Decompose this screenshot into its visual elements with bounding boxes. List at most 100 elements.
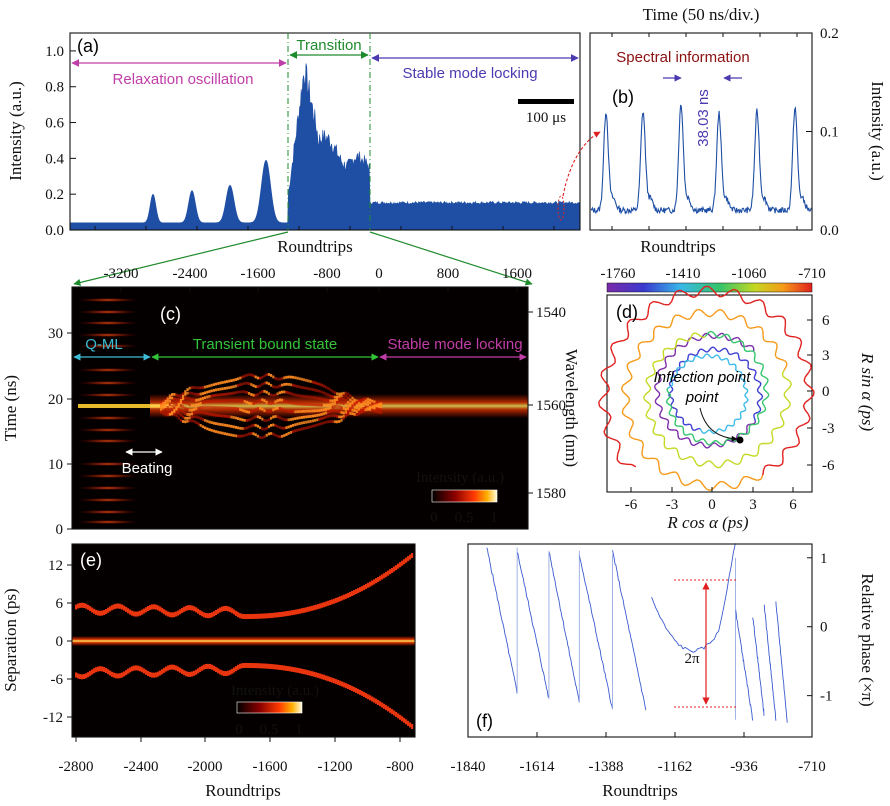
spiral-segment	[756, 388, 759, 391]
bound-fringe	[355, 413, 358, 417]
spiral-segment	[691, 311, 696, 316]
lower-pulse	[377, 700, 380, 705]
phase-segment	[548, 551, 580, 703]
upper-pulse	[159, 606, 162, 612]
bound-fringe	[221, 393, 224, 396]
upper-pulse	[339, 596, 342, 602]
bound-fringe	[320, 383, 323, 387]
spiral-segment	[771, 315, 778, 318]
bound-fringe	[177, 400, 180, 404]
bound-fringe	[314, 409, 317, 413]
bound-fringe	[186, 391, 189, 395]
upper-pulse	[219, 607, 222, 613]
bound-fringe	[322, 416, 325, 420]
upper-pulse	[405, 557, 408, 563]
panel-c-xtick-label: -2400	[173, 266, 208, 282]
panel-c-ytick-label-right: 1560	[536, 398, 566, 414]
lower-pulse	[317, 672, 320, 678]
bound-fringe	[179, 413, 182, 417]
bound-fringe	[164, 413, 167, 417]
spiral-segment	[728, 288, 734, 293]
upper-pulse	[143, 608, 146, 614]
spiral-segment	[794, 336, 801, 340]
upper-pulse	[179, 609, 182, 615]
bound-fringe	[239, 417, 242, 421]
upper-pulse	[373, 579, 376, 585]
bound-fringe	[349, 407, 352, 411]
bound-fringe	[333, 414, 336, 418]
relaxation-label: Relaxation oscillation	[113, 71, 254, 88]
bound-fringe	[245, 381, 248, 385]
bound-fringe	[322, 421, 325, 425]
lower-pulse	[193, 670, 196, 676]
bound-fringe	[223, 432, 226, 436]
spiral-segment	[723, 291, 730, 297]
bound-fringe	[276, 377, 279, 381]
spiral-segment	[754, 369, 757, 373]
bound-fringe	[232, 416, 235, 419]
spiral-segment	[670, 295, 675, 302]
spiral-segment	[676, 430, 679, 433]
bound-fringe	[298, 428, 301, 432]
upper-pulse	[245, 614, 248, 620]
lower-pulse	[341, 681, 344, 687]
bound-fringe	[259, 398, 262, 402]
bound-fringe	[274, 415, 277, 418]
spiral-segment	[756, 389, 759, 393]
bound-fringe	[314, 403, 317, 407]
bound-fringe	[342, 411, 345, 415]
bound-fringe	[243, 390, 246, 394]
panel-c-colorbar-tick: 0	[430, 510, 438, 526]
spiral-segment	[768, 464, 775, 467]
spiral-segment	[668, 410, 671, 414]
bound-fringe	[380, 408, 383, 412]
spiral-segment	[599, 405, 605, 411]
spiral-segment	[772, 427, 777, 431]
bound-fringe	[307, 415, 310, 419]
spiral-segment	[733, 288, 738, 292]
bound-fringe	[305, 395, 308, 399]
bound-fringe	[360, 405, 363, 409]
bound-fringe	[230, 385, 233, 389]
panel-c-ytick-label-right: 1580	[536, 486, 566, 502]
spiral-segment	[691, 444, 694, 447]
bound-fringe	[331, 414, 334, 418]
bound-fringe	[171, 396, 174, 400]
spiral-segment	[742, 384, 745, 387]
bound-fringe	[329, 414, 332, 418]
spiral-segment	[669, 393, 672, 396]
spiral-segment	[771, 439, 774, 443]
bound-fringe	[298, 416, 301, 420]
phase-segment	[612, 550, 647, 711]
panel-f-xtick-label: -1162	[658, 759, 692, 775]
spiral-segment	[720, 463, 724, 468]
spiral-segment	[685, 343, 688, 347]
bound-fringe	[358, 401, 361, 405]
bound-fringe	[375, 404, 378, 408]
spiral-segment	[712, 356, 715, 359]
spiral-segment	[732, 424, 735, 427]
panel-e-ytick-label: 6	[56, 596, 64, 612]
bound-fringe	[219, 414, 222, 418]
bound-fringe	[329, 388, 332, 392]
bound-fringe	[195, 411, 198, 414]
spiral-segment	[656, 458, 660, 462]
lower-pulse	[133, 665, 136, 671]
bound-fringe	[175, 407, 178, 411]
spiral-segment	[702, 438, 706, 441]
spiral-segment	[694, 428, 698, 431]
lower-pulse	[315, 672, 318, 678]
spiral-segment	[671, 375, 675, 378]
spiral-segment	[662, 417, 667, 420]
upper-pulse	[121, 604, 124, 610]
upper-pulse	[99, 610, 102, 616]
spiral-segment	[628, 398, 631, 403]
bound-fringe	[197, 386, 200, 390]
bound-fringe	[309, 425, 312, 429]
panel-e-colorbar-label: Intensity (a.u.)	[231, 683, 319, 699]
bound-fringe	[267, 410, 270, 414]
bound-fringe	[173, 397, 176, 401]
bound-fringe	[366, 400, 369, 404]
qml-band	[78, 344, 138, 348]
lower-pulse	[333, 678, 336, 684]
